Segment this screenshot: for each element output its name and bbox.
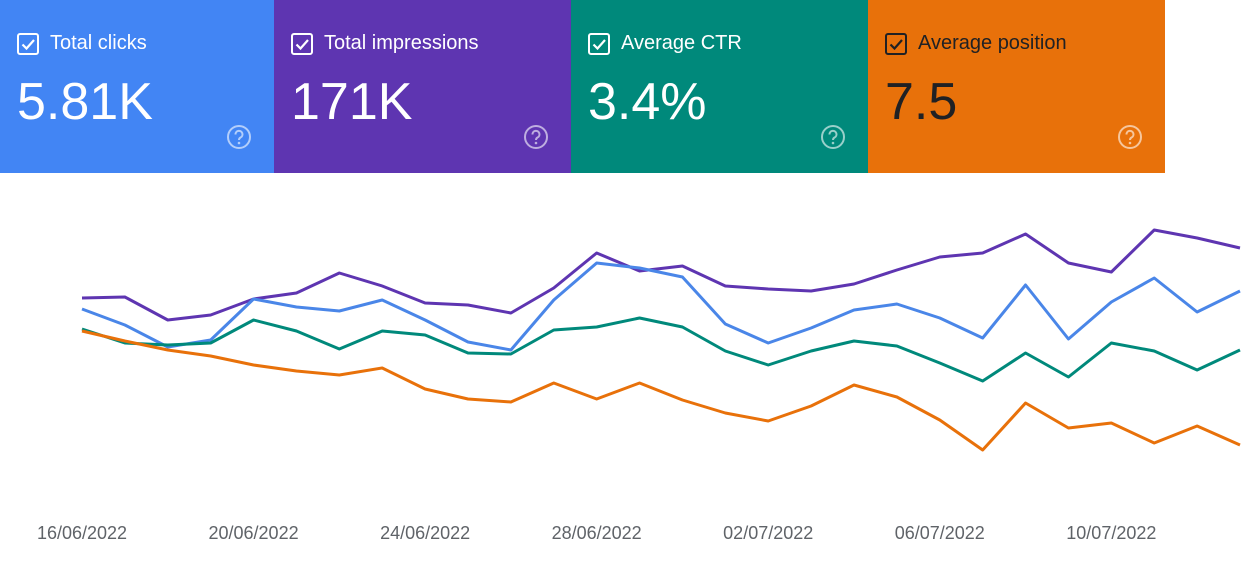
help-dot (534, 141, 538, 145)
series-line (81, 329, 1241, 452)
help-dot (237, 141, 241, 145)
x-tick-label: 16/06/2022 (37, 523, 127, 543)
metric-cards: Total clicks 5.81K Total impressions 171K Av… (0, 0, 1165, 173)
checkbox-box (885, 33, 907, 55)
metric-value: 3.4% (588, 73, 707, 131)
help-glyph (531, 129, 541, 141)
metric-card[interactable]: Total impressions 171K (274, 0, 571, 173)
series-line (81, 261, 1241, 352)
help-dot (1128, 141, 1132, 145)
x-tick-label: 20/06/2022 (209, 523, 299, 543)
checkbox-box (588, 33, 610, 55)
help-circle (1118, 125, 1142, 149)
x-tick-label: 02/07/2022 (723, 523, 813, 543)
checkbox (885, 33, 907, 55)
metric-label: Total clicks (50, 32, 147, 54)
metric-value: 171K (291, 73, 413, 131)
checkbox (291, 33, 313, 55)
checkmark (592, 39, 606, 51)
help-icon (1118, 125, 1142, 149)
metric-card[interactable]: Average CTR 3.4% (571, 0, 868, 173)
help-circle (524, 125, 548, 149)
x-tick-label: 10/07/2022 (1066, 523, 1156, 543)
metric-label: Average position (918, 32, 1067, 54)
x-tick-label: 24/06/2022 (380, 523, 470, 543)
metric-label: Total impressions (324, 32, 479, 54)
help-circle (227, 125, 251, 149)
checkbox-box (291, 33, 313, 55)
series-line (81, 316, 1241, 383)
help-dot (831, 141, 835, 145)
x-tick-label: 06/07/2022 (895, 523, 985, 543)
metric-value: 7.5 (885, 73, 958, 131)
help-circle (821, 125, 845, 149)
checkmark (889, 39, 903, 51)
help-icon (821, 125, 845, 149)
series-line (81, 228, 1241, 322)
checkmark (21, 39, 35, 51)
checkmark (295, 39, 309, 51)
x-tick-label: 28/06/2022 (552, 523, 642, 543)
checkbox (17, 33, 39, 55)
help-glyph (828, 129, 838, 141)
metric-card[interactable]: Average position 7.5 (868, 0, 1165, 173)
help-glyph (234, 129, 244, 141)
help-icon (524, 125, 548, 149)
checkbox (588, 33, 610, 55)
metric-card[interactable]: Total clicks 5.81K (0, 0, 274, 173)
help-glyph (1125, 129, 1135, 141)
metric-label: Average CTR (621, 32, 742, 54)
checkbox-box (17, 33, 39, 55)
help-icon (227, 125, 251, 149)
metric-value: 5.81K (17, 73, 153, 131)
